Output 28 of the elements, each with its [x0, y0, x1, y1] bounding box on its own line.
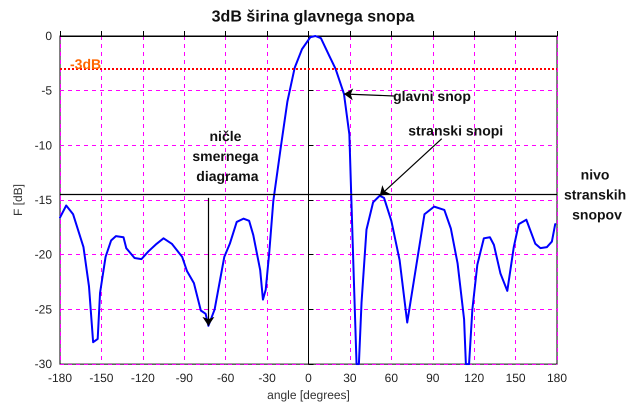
x-tick-label: 150	[506, 371, 526, 386]
x-tick-label: -60	[216, 371, 235, 386]
ref-line-label: -3dB	[70, 56, 102, 72]
x-tick-label: -30	[258, 371, 276, 386]
y-tick-label: -10	[34, 138, 52, 152]
y-tick-label: -30	[34, 357, 52, 372]
y-tick-label: 0	[45, 29, 52, 43]
x-tick-label: -120	[130, 371, 156, 386]
x-tick-label: 120	[464, 371, 484, 386]
y-tick-label: -15	[34, 193, 52, 208]
chart-title: 3dB širina glavnega snopa	[212, 8, 414, 26]
y-tick-label: -25	[34, 302, 52, 316]
annotation: ničle smernega diagrama	[192, 128, 262, 184]
annotation: glavni snop	[393, 88, 471, 104]
x-tick-label: 60	[384, 371, 398, 386]
x-axis-title: angle [degrees]	[267, 388, 350, 402]
x-tick-label: 30	[343, 371, 357, 386]
ref-line-label: nivo stranskih snopov	[564, 166, 630, 223]
x-tick-label: 180	[546, 371, 568, 386]
y-tick-label: -20	[34, 248, 52, 262]
x-tick-label: 90	[426, 371, 440, 386]
y-axis-title: F [dB]	[10, 184, 25, 216]
x-tick-label: -150	[89, 371, 114, 386]
annotation: stranski snopi	[408, 122, 504, 139]
x-tick-label: -90	[176, 371, 194, 386]
x-tick-label: 0	[305, 371, 312, 386]
x-tick-label: -180	[48, 371, 72, 386]
y-tick-label: -5	[41, 84, 52, 98]
